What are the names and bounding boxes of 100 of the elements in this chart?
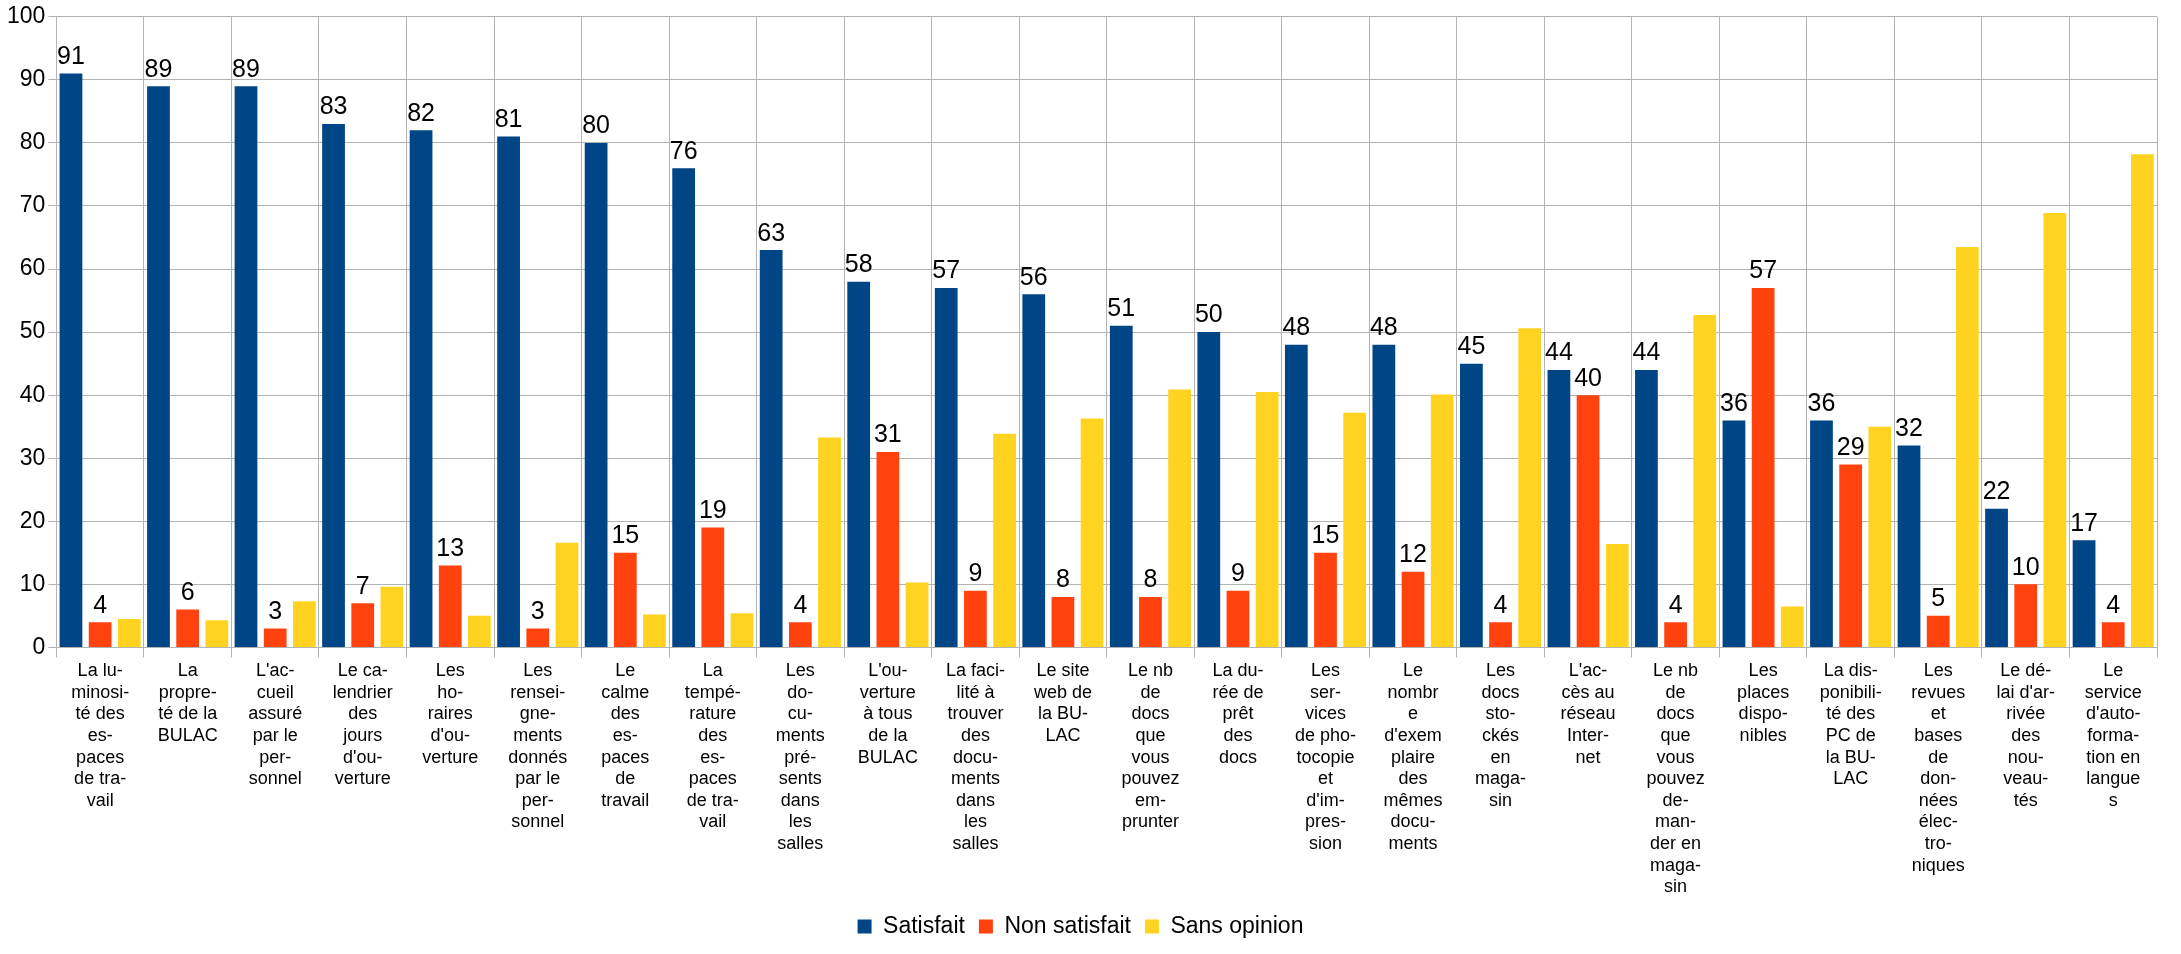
data-label: 9 xyxy=(968,558,983,587)
bar xyxy=(1751,287,1775,647)
bar xyxy=(1926,615,1950,647)
bar xyxy=(1810,420,1833,647)
bar xyxy=(993,433,1016,647)
bar xyxy=(847,281,871,647)
y-tick-label: 40 xyxy=(19,380,46,407)
bar xyxy=(1109,325,1133,647)
data-label: 82 xyxy=(407,97,435,126)
bar xyxy=(380,586,404,647)
data-label: 17 xyxy=(2070,507,2098,536)
bar xyxy=(88,622,112,647)
x-tick-label: Les places dispo- nibles xyxy=(1737,660,1790,745)
x-tick-label: La dis- ponibili- té des PC de la BU- LAC xyxy=(1819,660,1882,789)
bar xyxy=(351,603,375,647)
bar xyxy=(1372,344,1396,647)
y-tick-label: 50 xyxy=(19,317,46,344)
y-tick-label: 30 xyxy=(19,443,46,470)
bar xyxy=(1314,552,1337,647)
category-label: Les do- cu- ments pré- sents dans les salles xyxy=(775,660,825,853)
legend-label: Non satisfait xyxy=(1004,911,1132,938)
y-tick-label: 0 xyxy=(32,632,46,659)
data-label: 91 xyxy=(57,40,85,69)
data-label: 3 xyxy=(530,595,545,624)
data-label: 58 xyxy=(844,249,873,278)
bar xyxy=(555,542,579,647)
bar xyxy=(205,620,229,647)
bar xyxy=(1197,332,1221,647)
bar xyxy=(322,124,345,647)
x-tick-label: Les ho- raires d'ou- verture xyxy=(422,660,479,767)
bar xyxy=(1343,412,1367,647)
bar xyxy=(1022,294,1046,647)
bar xyxy=(643,614,666,647)
bar xyxy=(1635,369,1658,647)
data-label: 4 xyxy=(2106,589,2121,618)
data-label: 12 xyxy=(1399,539,1427,568)
data-label: 15 xyxy=(611,520,640,549)
bar xyxy=(1139,596,1162,647)
data-label: 19 xyxy=(698,494,727,523)
bar xyxy=(613,552,637,647)
bar xyxy=(876,451,900,647)
data-label: 4 xyxy=(1493,589,1508,618)
y-tick-label: 100 xyxy=(7,2,46,29)
data-label: 51 xyxy=(1107,293,1136,322)
bar xyxy=(818,437,841,647)
bar xyxy=(468,615,491,647)
x-tick-label: L'ac- cueil assuré par le per- sonnel xyxy=(248,660,303,789)
x-tick-label: La propre- té de la BULAC xyxy=(157,660,219,745)
bar xyxy=(1226,590,1250,647)
bar xyxy=(1430,394,1454,647)
y-tick-label: 10 xyxy=(19,569,46,596)
bar xyxy=(788,622,812,647)
bar xyxy=(497,136,520,647)
data-label: 45 xyxy=(1457,331,1486,360)
bar xyxy=(1780,606,1804,647)
data-label: 81 xyxy=(494,104,523,132)
data-label: 44 xyxy=(1632,337,1661,366)
data-label: 40 xyxy=(1574,362,1602,391)
bar xyxy=(1518,328,1542,647)
bar xyxy=(1255,392,1279,647)
bar xyxy=(1489,622,1512,647)
data-label: 22 xyxy=(1982,476,2011,505)
data-label: 89 xyxy=(232,53,260,82)
bar xyxy=(1693,315,1717,647)
data-label: 36 xyxy=(1807,387,1836,416)
bar xyxy=(117,619,141,647)
bar xyxy=(292,601,316,647)
data-label: 50 xyxy=(1194,299,1223,328)
bar xyxy=(1168,389,1191,647)
data-label: 36 xyxy=(1720,387,1748,416)
x-tick-label: Le dé- lai d'ar- rivée des nou- veau- tés xyxy=(1996,660,2055,810)
bar xyxy=(1576,395,1600,647)
data-label: 48 xyxy=(1369,312,1398,341)
data-label: 5 xyxy=(1931,583,1946,612)
bar xyxy=(2072,540,2096,647)
data-label: 9 xyxy=(1231,558,1245,587)
x-tick-label: Les docs sto- ckés en maga- sin xyxy=(1475,660,1527,810)
bar xyxy=(147,86,170,647)
y-tick-label: 60 xyxy=(19,254,46,281)
bar xyxy=(234,86,258,647)
bar xyxy=(2131,154,2154,647)
bar xyxy=(934,287,958,647)
x-tick-label: Le nb de docs que vous pouvez em- prunter xyxy=(1121,660,1180,832)
x-tick-label: Le site web de la BU- LAC xyxy=(1032,660,1092,745)
bar xyxy=(1080,418,1104,647)
x-tick-label: Le ca- lendrier des jours d'ou- verture xyxy=(332,660,393,789)
data-label: 44 xyxy=(1545,337,1573,366)
x-tick-label: La lu- minosi- té des es- paces de tra- vail xyxy=(71,660,130,810)
data-label: 13 xyxy=(436,532,465,561)
x-tick-label: L'ou- verture à tous de la BULAC xyxy=(857,660,918,767)
data-label: 29 xyxy=(1836,431,1865,460)
bar xyxy=(1722,420,1746,647)
data-label: 8 xyxy=(1143,564,1158,593)
x-tick-label: La du- rée de prêt des docs xyxy=(1212,660,1264,767)
y-tick-label: 80 xyxy=(19,128,46,155)
bar xyxy=(263,628,287,647)
data-label: 76 xyxy=(669,135,698,164)
bar xyxy=(176,609,200,647)
y-tick-label: 90 xyxy=(19,65,46,92)
bar xyxy=(672,168,696,647)
